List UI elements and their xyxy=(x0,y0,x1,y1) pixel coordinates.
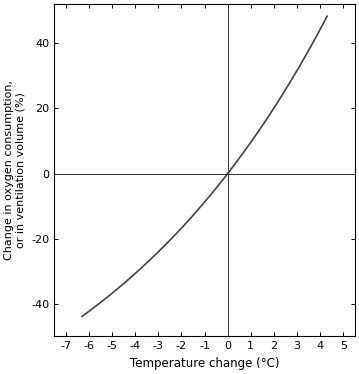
X-axis label: Temperature change (°C): Temperature change (°C) xyxy=(130,357,279,370)
Y-axis label: Change in oxygen consumption,
or in ventilation volume (%): Change in oxygen consumption, or in vent… xyxy=(4,80,26,260)
